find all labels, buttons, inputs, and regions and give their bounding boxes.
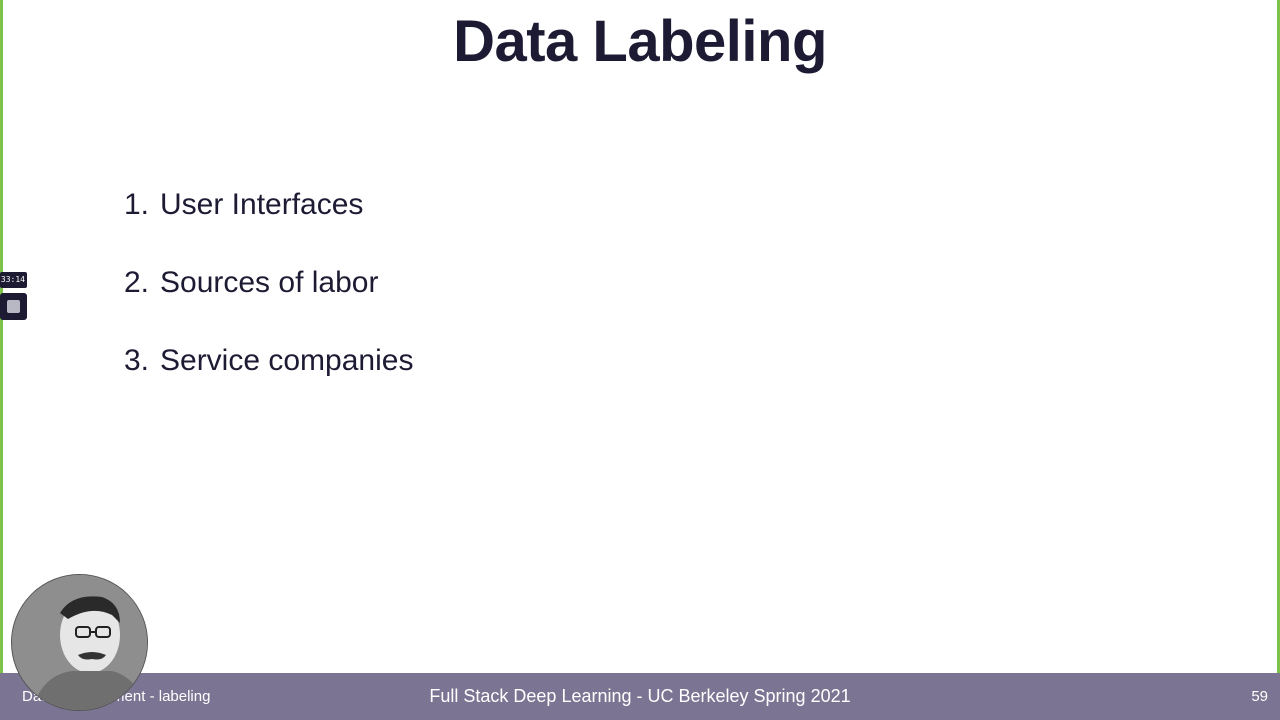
list-item-text: Sources of labor [160, 266, 379, 299]
stop-icon [7, 300, 20, 313]
list-item-text: Service companies [160, 344, 414, 377]
list-item-number: 2. [124, 266, 150, 299]
recording-timer: 33:14 [0, 272, 27, 288]
list-item: 1. User Interfaces [124, 184, 413, 262]
list-item: 3. Service companies [124, 340, 413, 418]
webcam-overlay [11, 574, 148, 711]
list-item-number: 3. [124, 344, 150, 377]
slide-right-border [1277, 0, 1280, 720]
list-item-text: User Interfaces [160, 188, 364, 221]
slide-left-border [0, 0, 3, 720]
slide-title: Data Labeling [453, 9, 827, 74]
footer-course-title: Full Stack Deep Learning - UC Berkeley S… [429, 686, 851, 706]
bullet-list: 1. User Interfaces 2. Sources of labor 3. S… [124, 184, 413, 418]
presenter-video-image [12, 575, 147, 710]
stop-recording-button[interactable] [0, 293, 27, 320]
footer-bar: Data Management - labeling Full Stack De… [0, 673, 1280, 720]
list-item-number: 1. [124, 188, 150, 221]
list-item: 2. Sources of labor [124, 262, 413, 340]
page-number: 59 [1251, 688, 1268, 705]
